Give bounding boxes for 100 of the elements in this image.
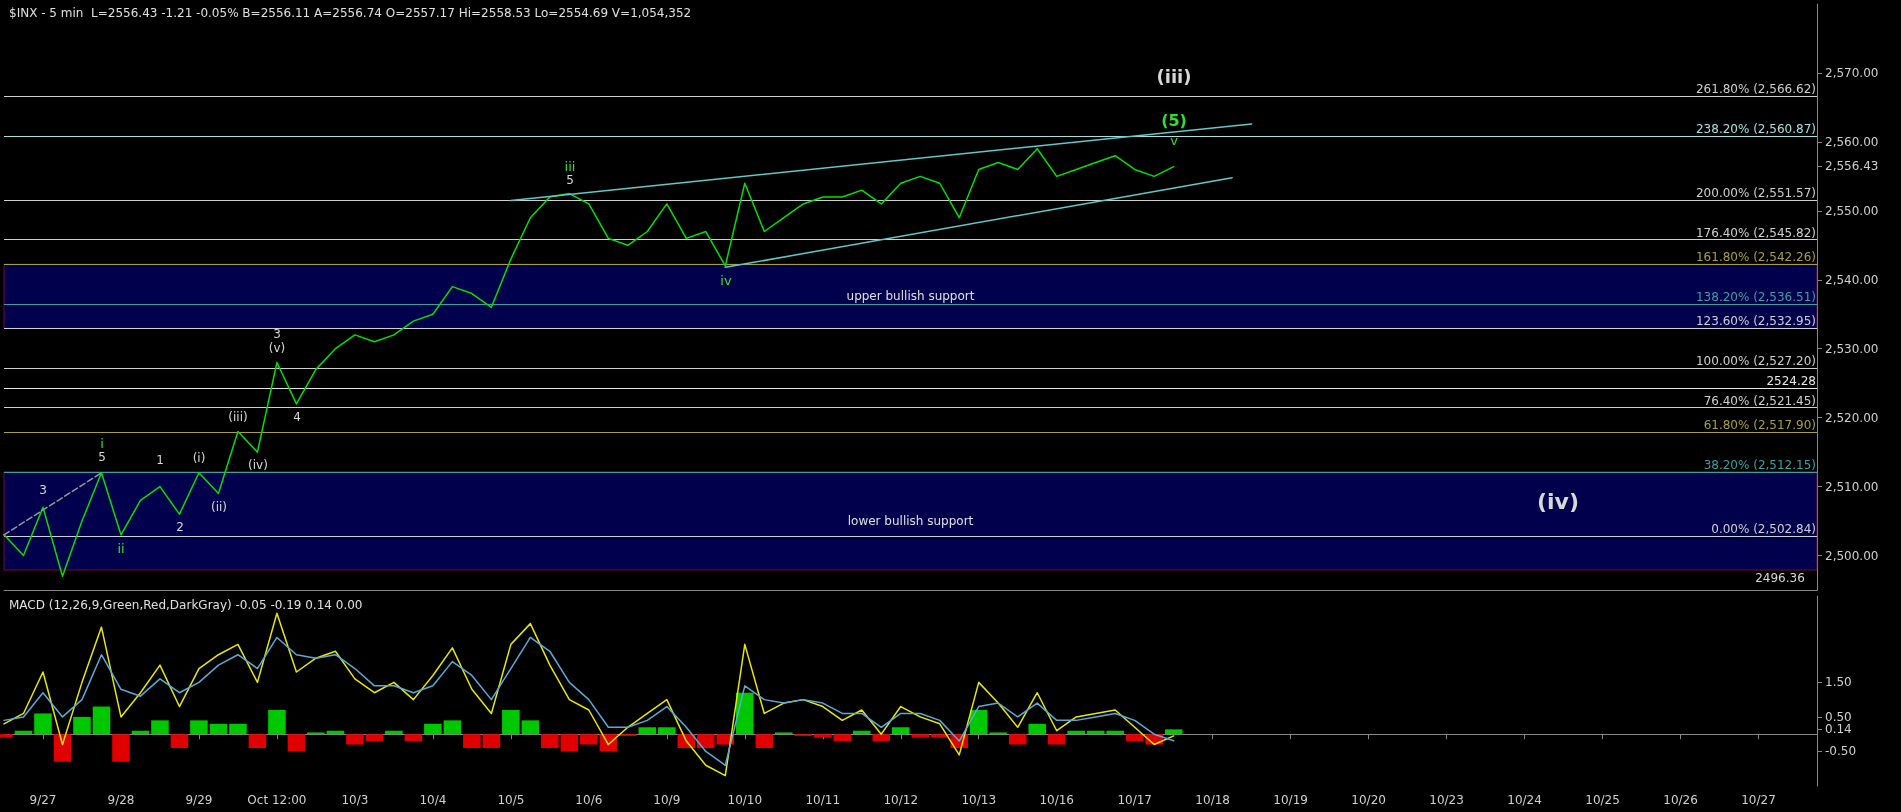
bar [346,734,364,745]
bar [755,734,774,748]
bar [268,710,286,735]
annotation: 3 [39,483,47,497]
ref-line-label: 123.60% (2,532.95) [1695,314,1816,329]
ref-line-label: 261.80% (2,566.62) [1695,82,1816,97]
x-tick-label: 10/3 [341,793,369,807]
x-tick-label: 10/5 [497,793,525,807]
annotation: (ii) [210,500,228,514]
bar [1047,734,1066,745]
bar [1125,734,1144,742]
annotation: (iii) [1156,65,1192,87]
bar [248,734,267,748]
y-tick-label: 2,556.43 [1825,159,1879,174]
bar [443,720,462,735]
y-tick-label: 2,550.00 [1825,203,1879,218]
bar [1008,734,1027,745]
x-tick-label: 10/9 [653,793,681,807]
bar [404,734,423,742]
annotation: (5) [1161,110,1187,130]
annotation: 5 [98,450,106,464]
chart-title: MACD (12,26,9,Green,Red,DarkGray) -0.05 -0.19 0.14 0.00 [9,598,363,612]
x-tick-label: 10/10 [727,793,763,807]
y-tick-label: 2,500.00 [1825,548,1879,563]
bar [92,706,111,735]
x-tick-label: 10/19 [1273,793,1308,807]
y-tick-label: 1.50 [1825,675,1852,690]
bar [53,734,72,762]
x-tick-label: 10/20 [1351,793,1386,807]
annotation: iii [564,158,576,174]
bar [580,734,598,745]
x-tick-label: 10/23 [1429,793,1464,807]
annotation: 5 [566,173,574,187]
bar [541,734,559,748]
ref-line-label: 100.00% (2,527.20) [1695,354,1816,369]
x-tick-label: 10/24 [1507,793,1542,807]
y-tick-label: 0.14 [1825,722,1852,737]
annotation: iv [720,272,732,288]
bar [1028,723,1046,735]
bar [424,723,442,735]
x-tick-label: 10/11 [805,793,841,807]
ref-line-label: 38.20% (2,512.15) [1703,457,1816,472]
ref-line-label: 138.20% (2,536.51) [1695,289,1816,304]
y-tick-label: -0.50 [1825,744,1857,759]
line-series [3,148,1175,577]
y-tick-label: 2,570.00 [1825,65,1879,80]
annotation: (iv) [1537,488,1579,514]
annotation: 2496.36 [1755,571,1805,585]
x-tick-label: 10/26 [1663,793,1698,807]
ref-line-label: 2524.28 [1766,374,1816,389]
ref-line-label: 76.40% (2,521.45) [1703,393,1816,408]
x-tick-label: 10/6 [575,793,603,807]
annotation: 1 [156,453,164,467]
annotation: i [100,435,104,451]
bar [365,734,384,742]
bar [190,720,208,735]
annotation: (v) [268,341,286,355]
y-tick-label: 2,540.00 [1825,272,1879,287]
bar [560,734,579,752]
annotation: v [1170,132,1179,148]
bar [638,727,657,735]
x-tick-label: 10/16 [1039,793,1075,807]
x-tick-label: 10/18 [1195,793,1230,807]
line-series [3,612,1175,777]
x-tick-label: 10/27 [1741,793,1776,807]
band-label: lower bullish support [847,513,974,528]
x-tick-label: 10/17 [1117,793,1152,807]
x-tick-label: 9/27 [29,793,57,807]
x-tick-label: 9/29 [185,793,213,807]
band-label: upper bullish support [846,289,975,304]
annotation: 4 [293,410,301,424]
x-tick-label: 9/28 [107,793,135,807]
chart-title: $INX - 5 min L=2556.43 -1.21 -0.05% B=2556.11 A=2556.74 O=2557.17 Hi=2558.53 Lo=2554.69 V=1,054,352 [9,6,692,20]
x-tick-label: 10/4 [419,793,447,807]
bar [697,734,715,748]
bar [658,727,676,735]
x-tick-label: 10/12 [883,793,919,807]
x-tick-label: 10/25 [1585,793,1620,807]
ref-line-label: 176.40% (2,545.82) [1695,225,1816,240]
ref-line-label: 61.80% (2,517.90) [1703,418,1816,433]
bar [112,734,130,762]
ref-line-label: 161.80% (2,542.26) [1695,250,1816,265]
annotation: (iv) [248,458,268,472]
bar [911,734,930,738]
y-tick-label: 2,520.00 [1825,410,1879,425]
y-tick-label: 2,510.00 [1825,479,1879,494]
bar [34,713,52,735]
annotation: (iii) [228,410,248,424]
annotation: ii [117,540,125,556]
x-tick-label: 10/13 [961,793,997,807]
bar [502,710,520,735]
y-tick-label: 2,530.00 [1825,341,1879,356]
ref-line-label: 200.00% (2,551.57) [1695,186,1816,200]
bar [151,720,169,735]
x-tick-label: Oct 12:00 [247,793,307,807]
bar [891,727,910,735]
annotation: 2 [176,520,184,534]
annotation: 3 [273,327,281,341]
ref-line-label: 0.00% (2,502.84) [1711,521,1816,536]
bar [287,734,306,752]
